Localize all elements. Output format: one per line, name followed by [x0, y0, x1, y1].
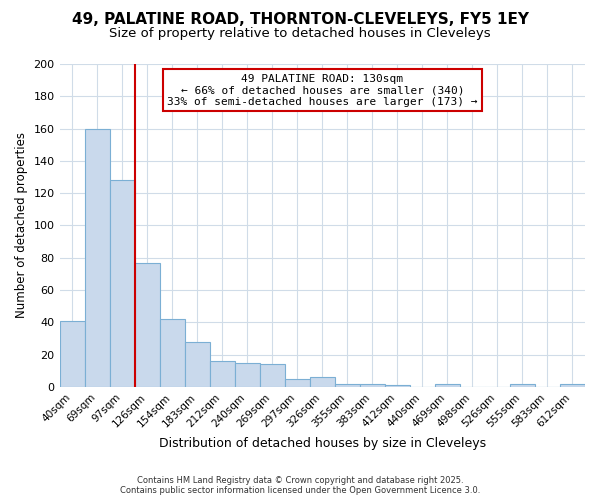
Text: 49, PALATINE ROAD, THORNTON-CLEVELEYS, FY5 1EY: 49, PALATINE ROAD, THORNTON-CLEVELEYS, F…	[71, 12, 529, 28]
Bar	[335, 384, 360, 387]
Bar	[209, 361, 235, 387]
Text: 49 PALATINE ROAD: 130sqm
← 66% of detached houses are smaller (340)
33% of semi-: 49 PALATINE ROAD: 130sqm ← 66% of detach…	[167, 74, 478, 107]
Bar	[260, 364, 285, 387]
Bar	[560, 384, 585, 387]
Bar	[235, 362, 260, 387]
X-axis label: Distribution of detached houses by size in Cleveleys: Distribution of detached houses by size …	[159, 437, 486, 450]
Bar	[134, 262, 160, 387]
Bar	[160, 319, 185, 387]
Bar	[510, 384, 535, 387]
Bar	[85, 128, 110, 387]
Bar	[310, 378, 335, 387]
Bar	[110, 180, 134, 387]
Bar	[435, 384, 460, 387]
Y-axis label: Number of detached properties: Number of detached properties	[15, 132, 28, 318]
Bar	[285, 379, 310, 387]
Bar	[59, 320, 85, 387]
Bar	[385, 386, 410, 387]
Text: Contains HM Land Registry data © Crown copyright and database right 2025.
Contai: Contains HM Land Registry data © Crown c…	[120, 476, 480, 495]
Bar	[185, 342, 209, 387]
Text: Size of property relative to detached houses in Cleveleys: Size of property relative to detached ho…	[109, 28, 491, 40]
Bar	[360, 384, 385, 387]
